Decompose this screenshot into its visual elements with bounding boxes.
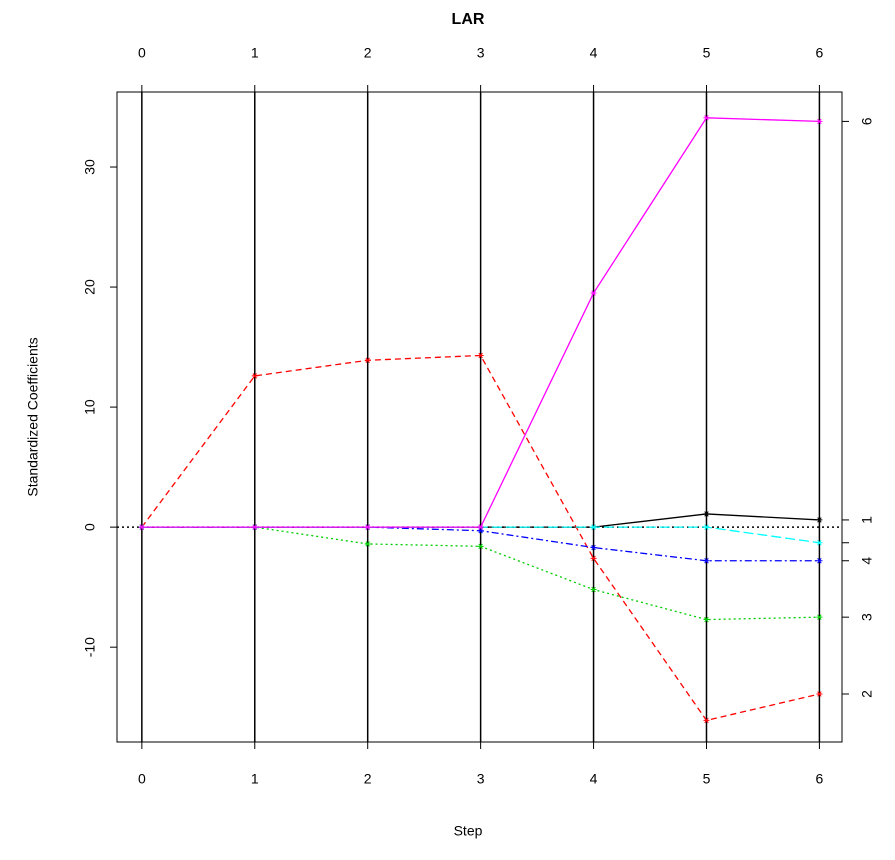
x-axis-label: Step: [454, 823, 483, 839]
chart-title: LAR: [452, 11, 485, 28]
point-marker: [251, 524, 258, 530]
top-x-tick-label: 1: [251, 45, 259, 61]
x-tick-label: 5: [703, 771, 711, 787]
point-marker: [364, 524, 371, 530]
y2-tick-label: 3: [859, 613, 875, 621]
x-tick-label: 2: [364, 771, 372, 787]
y-tick-label: 0: [82, 523, 98, 531]
point-marker: [816, 614, 823, 620]
x-tick-label: 3: [477, 771, 485, 787]
y-tick-label: 20: [82, 279, 98, 295]
point-marker: [477, 352, 484, 359]
y2-tick-label: 2: [859, 690, 875, 698]
point-marker: [251, 373, 258, 379]
top-x-tick-label: 4: [590, 45, 598, 61]
point-marker: [590, 544, 597, 551]
point-marker: [590, 586, 597, 593]
x-tick-label: 6: [816, 771, 824, 787]
point-marker: [364, 541, 371, 547]
point-marker: [816, 558, 823, 564]
top-x-tick-label: 2: [364, 45, 372, 61]
point-marker: [703, 511, 710, 517]
plot-frame: [116, 91, 843, 743]
point-marker: [590, 290, 597, 296]
point-marker: [816, 118, 823, 125]
top-x-tick-label: 6: [816, 45, 824, 61]
y-axis-label: Standardized Coefficients: [25, 337, 41, 496]
point-marker: [138, 524, 145, 530]
point-marker: [816, 517, 823, 523]
point-marker: [477, 524, 484, 530]
top-x-tick-label: 5: [703, 45, 711, 61]
y2-tick-label: 4: [859, 557, 875, 565]
point-marker: [816, 540, 823, 546]
point-marker: [590, 524, 597, 530]
top-x-tick-label: 0: [138, 45, 146, 61]
x-tick-label: 1: [251, 771, 259, 787]
y-tick-label: 10: [82, 399, 98, 415]
y2-tick-label: 6: [859, 117, 875, 125]
top-x-tick-label: 3: [477, 45, 485, 61]
point-marker: [364, 357, 371, 363]
point-marker: [477, 543, 484, 550]
y2-tick-label: 1: [859, 516, 875, 524]
point-marker: [703, 616, 710, 623]
point-marker: [703, 558, 710, 564]
y-tick-label: -10: [82, 637, 98, 657]
x-tick-label: 0: [138, 771, 146, 787]
point-marker: [703, 717, 710, 724]
point-marker: [816, 691, 823, 697]
point-marker: [590, 555, 597, 562]
point-marker: [703, 524, 710, 530]
y-tick-label: 30: [82, 159, 98, 175]
x-tick-label: 4: [590, 771, 598, 787]
point-marker: [703, 115, 710, 121]
